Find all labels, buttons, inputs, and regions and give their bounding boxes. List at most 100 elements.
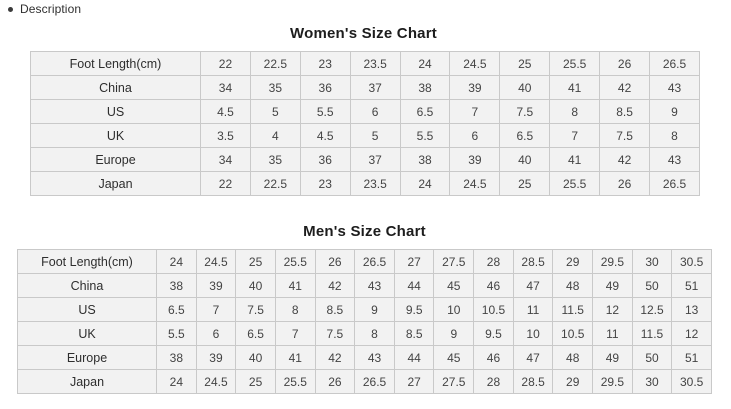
table-cell: 45	[433, 345, 475, 370]
table-cell: 23.5	[349, 51, 401, 76]
table-cell: 38	[156, 345, 197, 370]
womens-size-chart-block: Women's Size Chart Foot Length(cm) 22 22.5…	[0, 24, 731, 196]
table-cell: 8	[649, 123, 700, 148]
table-cell: 26.5	[649, 51, 700, 76]
table-cell: 25	[235, 369, 276, 394]
table-row: China 34 35 36 37 38 39 40 41 42 43	[30, 75, 700, 100]
table-cell: 44	[393, 273, 435, 298]
table-cell: 26.5	[649, 171, 700, 196]
table-row: UK 5.5 6 6.5 7 7.5 8 8.5 9 9.5 10 10.5 11 11.5 12	[17, 321, 712, 346]
table-row: Japan 22 22.5 23 23.5 24 24.5 25 25.5 26 26.5	[30, 171, 700, 196]
table-cell: 40	[499, 147, 551, 172]
table-cell: 11	[592, 321, 633, 346]
table-cell: 29.5	[592, 369, 633, 394]
table-cell: 10	[512, 321, 554, 346]
table-cell: 3.5	[200, 123, 251, 148]
table-cell: 25.5	[549, 51, 601, 76]
table-cell: 37	[349, 75, 401, 100]
table-cell: 36	[299, 147, 351, 172]
table-cell: 6	[449, 123, 501, 148]
table-cell: 50	[631, 273, 673, 298]
table-cell: 23.5	[349, 171, 401, 196]
table-cell: 4.5	[299, 123, 351, 148]
row-label-europe: Europe	[30, 147, 201, 172]
table-cell: 10.5	[473, 297, 514, 322]
table-cell: 28.5	[512, 369, 554, 394]
mens-size-chart-block: Men's Size Chart Foot Length(cm) 24 24.5 25…	[0, 222, 731, 394]
mens-size-chart-table: Foot Length(cm) 24 24.5 25 25.5 26 26.5 27 27.5 2…	[17, 249, 712, 394]
table-cell: 5.5	[299, 99, 351, 124]
table-cell: 25.5	[274, 249, 316, 274]
table-cell: 42	[599, 147, 651, 172]
table-cell: 26	[599, 51, 651, 76]
table-cell: 5	[249, 99, 301, 124]
table-cell: 5.5	[399, 123, 451, 148]
table-cell: 35	[249, 147, 301, 172]
table-cell: 24	[156, 249, 197, 274]
table-cell: 26.5	[354, 249, 395, 274]
table-cell: 26	[314, 369, 356, 394]
table-cell: 28.5	[512, 249, 554, 274]
table-row: Japan 24 24.5 25 25.5 26 26.5 27 27.5 28 28.5 29 29.…	[17, 369, 712, 394]
table-cell: 36	[299, 75, 351, 100]
table-cell: 42	[314, 345, 356, 370]
row-label-us: US	[17, 297, 157, 322]
table-cell: 28	[473, 249, 514, 274]
table-cell: 39	[195, 273, 237, 298]
table-cell: 41	[274, 273, 316, 298]
womens-size-chart-body: Foot Length(cm) 22 22.5 23 23.5 24 24.5 25 25.5 2…	[30, 51, 700, 196]
table-cell: 8	[274, 297, 316, 322]
table-cell: 4.5	[200, 99, 251, 124]
table-cell: 47	[512, 273, 554, 298]
table-cell: 8.5	[393, 321, 435, 346]
table-cell: 11.5	[552, 297, 594, 322]
table-cell: 24.5	[195, 249, 237, 274]
table-cell: 46	[473, 345, 514, 370]
table-cell: 30.5	[671, 369, 712, 394]
table-cell: 27	[393, 249, 435, 274]
table-cell: 43	[649, 147, 700, 172]
table-cell: 6.5	[399, 99, 451, 124]
table-cell: 29	[552, 249, 594, 274]
table-cell: 24.5	[195, 369, 237, 394]
table-cell: 42	[599, 75, 651, 100]
table-cell: 41	[274, 345, 316, 370]
table-cell: 25.5	[274, 369, 316, 394]
table-cell: 5.5	[156, 321, 197, 346]
table-cell: 24.5	[449, 51, 501, 76]
row-label-foot-length-cm: Foot Length(cm)	[30, 51, 201, 76]
table-cell: 39	[449, 147, 501, 172]
table-cell: 29.5	[592, 249, 633, 274]
table-cell: 42	[314, 273, 356, 298]
table-cell: 7	[274, 321, 316, 346]
table-cell: 22	[200, 51, 251, 76]
table-cell: 22	[200, 171, 251, 196]
table-cell: 26	[599, 171, 651, 196]
table-cell: 40	[235, 345, 276, 370]
table-cell: 35	[249, 75, 301, 100]
row-label-china: China	[30, 75, 201, 100]
table-cell: 8	[549, 99, 601, 124]
row-label-us: US	[30, 99, 201, 124]
table-cell: 41	[549, 75, 601, 100]
table-cell: 46	[473, 273, 514, 298]
table-cell: 8.5	[599, 99, 651, 124]
table-cell: 6.5	[156, 297, 197, 322]
description-header: Description	[8, 1, 81, 17]
table-cell: 48	[552, 345, 594, 370]
table-cell: 39	[195, 345, 237, 370]
bullet-dot-icon	[8, 6, 13, 12]
table-cell: 10.5	[552, 321, 594, 346]
row-label-china: China	[17, 273, 157, 298]
table-cell: 7	[195, 297, 237, 322]
table-cell: 24.5	[449, 171, 501, 196]
table-cell: 11.5	[631, 321, 673, 346]
table-cell: 7.5	[235, 297, 276, 322]
table-cell: 7.5	[314, 321, 356, 346]
table-cell: 8	[354, 321, 395, 346]
table-cell: 12	[592, 297, 633, 322]
table-cell: 43	[354, 273, 395, 298]
table-cell: 34	[200, 75, 251, 100]
table-row: China 38 39 40 41 42 43 44 45 46 47 48 49 50 51	[17, 273, 712, 298]
row-label-foot-length-cm: Foot Length(cm)	[17, 249, 157, 274]
